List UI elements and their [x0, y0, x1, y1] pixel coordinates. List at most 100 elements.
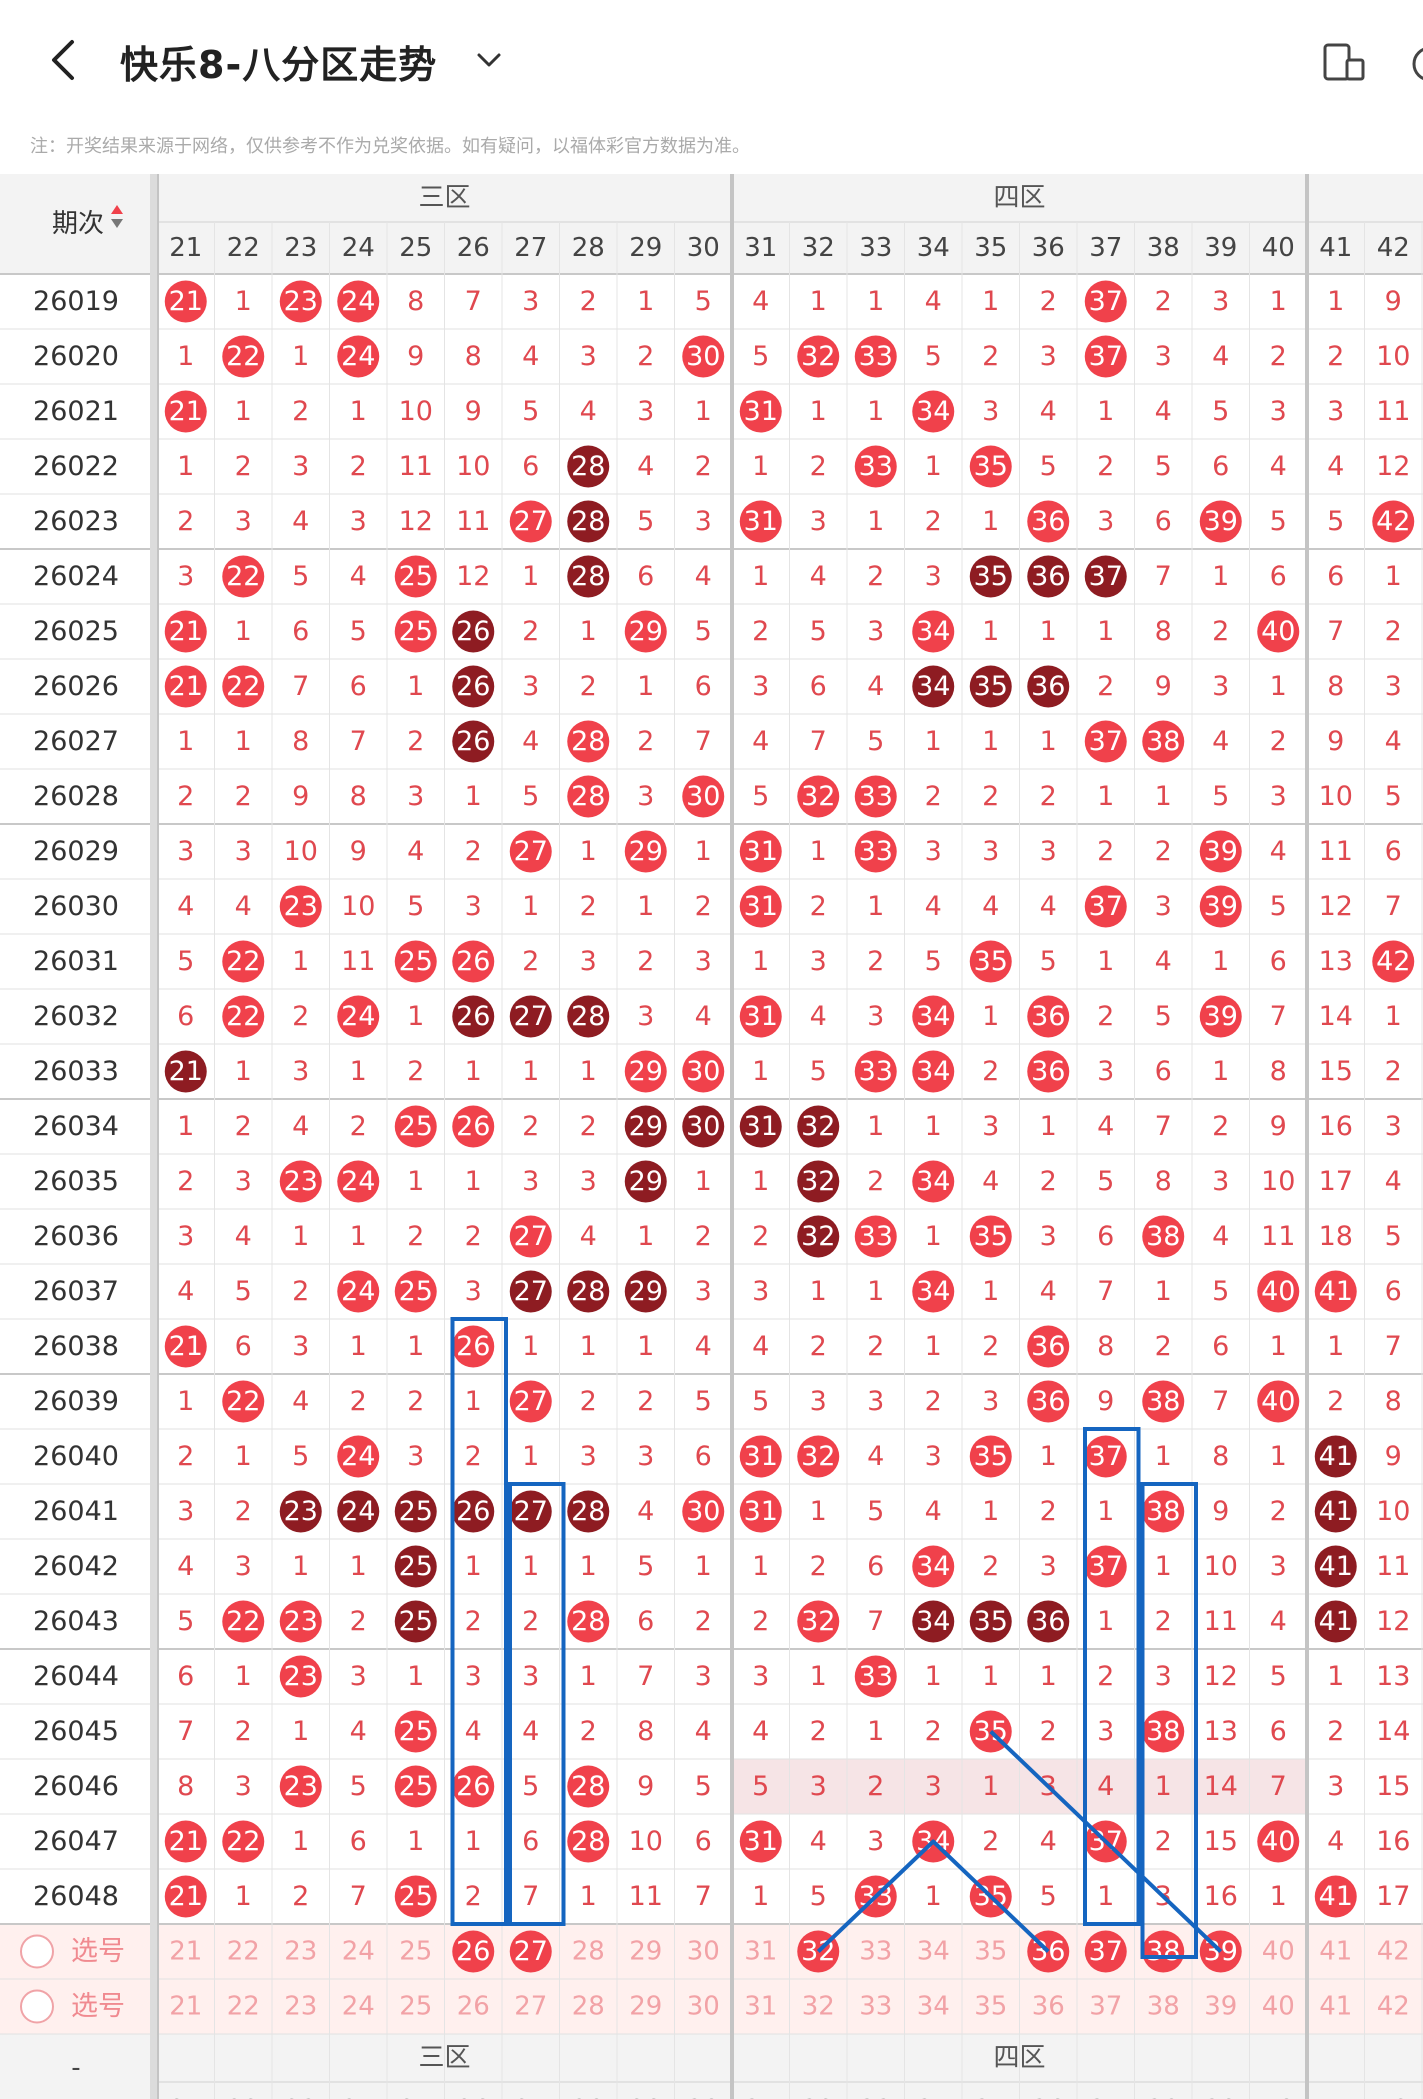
draw-ball — [682, 1105, 725, 1148]
omission-value: 5 — [867, 726, 884, 757]
draw-ball — [394, 1105, 437, 1148]
omission-value: 2 — [407, 726, 424, 757]
omission-value: 5 — [177, 1606, 194, 1637]
omission-value: 1 — [1040, 726, 1057, 757]
omission-value: 4 — [1385, 726, 1402, 757]
omission-value: 2 — [522, 946, 539, 977]
omission-value: 2 — [1155, 1331, 1172, 1362]
omission-value: 7 — [1155, 1111, 1172, 1142]
draw-ball-number: 27 — [514, 1386, 548, 1417]
omission-value: 9 — [1385, 286, 1402, 317]
draw-ball-number: 28 — [571, 1826, 605, 1857]
omission-value: 8 — [1270, 1056, 1287, 1087]
draw-ball — [1027, 665, 1070, 708]
draw-ball-number: 37 — [1089, 561, 1123, 592]
draw-ball-number: 29 — [629, 1111, 663, 1142]
draw-ball-number: 22 — [226, 946, 260, 977]
selected-ball[interactable] — [1142, 1930, 1185, 1973]
omission-value: 2 — [867, 1331, 884, 1362]
omission-value: 1 — [1327, 286, 1344, 317]
more-icon[interactable] — [1408, 44, 1423, 84]
trend-chart-grid[interactable]: 期次三区三区四区四区212122222323242425252626272728… — [0, 174, 1423, 2099]
draw-ball — [1142, 1490, 1185, 1533]
draw-ball-number: 39 — [1204, 506, 1238, 537]
draw-ball-number: 22 — [226, 1001, 260, 1032]
draw-ball — [567, 445, 610, 488]
draw-ball-number: 41 — [1319, 1551, 1353, 1582]
omission-value: 10 — [1376, 1496, 1410, 1527]
omission-value: 2 — [1040, 1716, 1057, 1747]
selected-ball[interactable] — [452, 1930, 495, 1973]
omission-value: 1 — [1212, 561, 1229, 592]
draw-ball-number: 31 — [744, 1441, 778, 1472]
chevron-down-icon[interactable] — [474, 48, 504, 72]
omission-value: 3 — [982, 396, 999, 427]
omission-value: 4 — [695, 561, 712, 592]
device-toggle-icon[interactable] — [1322, 42, 1366, 82]
omission-value: 4 — [407, 836, 424, 867]
draw-ball — [797, 1600, 840, 1643]
omission-value: 3 — [292, 1056, 309, 1087]
trend-box-27 — [508, 1482, 566, 1926]
omission-value: 1 — [407, 1001, 424, 1032]
page-title[interactable]: 快乐8-八分区走势 — [120, 43, 438, 87]
omission-value: 5 — [1040, 1881, 1057, 1912]
select-number: 40 — [1262, 1992, 1295, 2022]
omission-value: 1 — [1327, 1661, 1344, 1692]
select-number: 41 — [1319, 1937, 1352, 1967]
omission-value: 8 — [1385, 1386, 1402, 1417]
table-footer-bg — [0, 2034, 1423, 2099]
omission-value: 8 — [1155, 1166, 1172, 1197]
omission-value: 2 — [695, 1221, 712, 1252]
omission-value: 2 — [1327, 1386, 1344, 1417]
omission-value: 3 — [1270, 1551, 1287, 1582]
column-label: 34 — [917, 2095, 950, 2099]
draw-ball — [279, 1490, 322, 1533]
select-number: 29 — [629, 1992, 662, 2022]
select-radio[interactable] — [20, 1989, 54, 2024]
selected-ball[interactable] — [509, 1930, 552, 1973]
omission-value: 3 — [1270, 396, 1287, 427]
omission-value: 2 — [350, 1606, 367, 1637]
column-label: 38 — [1147, 233, 1180, 263]
select-radio[interactable] — [20, 1934, 54, 1969]
omission-value: 2 — [695, 891, 712, 922]
draw-ball-number: 30 — [686, 1056, 720, 1087]
column-label: 22 — [227, 2095, 260, 2099]
omission-value: 5 — [1385, 1221, 1402, 1252]
draw-ball-number: 27 — [514, 1001, 548, 1032]
select-number: 24 — [342, 1937, 375, 1967]
omission-value: 1 — [292, 946, 309, 977]
omission-value: 2 — [1155, 1606, 1172, 1637]
omission-value: 1 — [407, 1166, 424, 1197]
omission-value: 4 — [1040, 1276, 1057, 1307]
omission-value: 1 — [1040, 1111, 1057, 1142]
omission-value: 1 — [1270, 1441, 1287, 1472]
draw-ball-number: 35 — [974, 1221, 1008, 1252]
omission-value: 2 — [522, 1111, 539, 1142]
select-number: 36 — [1032, 1992, 1065, 2022]
select-number: 30 — [687, 1937, 720, 1967]
omission-value: 6 — [810, 671, 827, 702]
select-number: 37 — [1089, 1992, 1122, 2022]
column-label: 39 — [1204, 2095, 1237, 2099]
omission-value: 7 — [350, 726, 367, 757]
omission-value: 1 — [925, 451, 942, 482]
draw-ball — [394, 555, 437, 598]
column-label: 23 — [284, 233, 317, 263]
omission-value: 5 — [292, 561, 309, 592]
omission-value: 15 — [1204, 1826, 1238, 1857]
omission-value: 4 — [1155, 396, 1172, 427]
draw-ball — [394, 1490, 437, 1533]
draw-ball — [337, 1490, 380, 1533]
back-arrow-icon[interactable] — [40, 30, 84, 90]
omission-value: 3 — [1270, 781, 1287, 812]
draw-ball-number: 27 — [514, 836, 548, 867]
period-cell: 26021 — [33, 396, 119, 427]
omission-value: 1 — [637, 1331, 654, 1362]
selected-ball[interactable] — [1084, 1930, 1127, 1973]
select-number: 39 — [1204, 1992, 1237, 2022]
column-label: 39 — [1204, 233, 1237, 263]
omission-value: 3 — [1155, 341, 1172, 372]
omission-value: 17 — [1319, 1166, 1353, 1197]
